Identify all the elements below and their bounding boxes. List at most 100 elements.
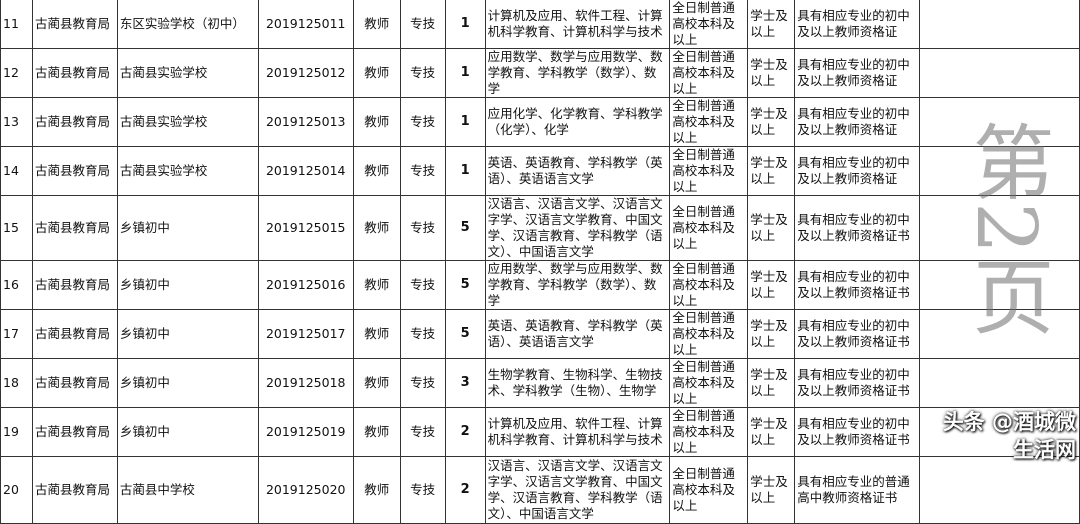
- cell-bureau: 古蔺县教育局: [31, 97, 118, 147]
- cell-post: 教师: [352, 97, 401, 147]
- cell-count: 1: [444, 146, 486, 196]
- cell-type: 专技: [399, 309, 446, 359]
- cell-degree: 学士及以上: [747, 407, 796, 457]
- cell-post: 教师: [352, 309, 401, 359]
- cell-degree: 学士及以上: [747, 0, 796, 49]
- cell-code: 2019125017: [257, 309, 354, 359]
- cell-cert: 具有相应专业的初中及以上教师资格证书: [794, 358, 921, 408]
- cell-code: 2019125020: [257, 456, 354, 524]
- cell-post: 教师: [352, 0, 401, 49]
- cell-no: 12: [0, 48, 33, 98]
- cell-type: 专技: [399, 195, 446, 261]
- cell-type: 专技: [399, 456, 446, 524]
- cell-education: 全日制普通高校本科及以上: [669, 309, 749, 359]
- cell-post: 教师: [352, 456, 401, 524]
- cell-empty: [919, 195, 1080, 261]
- cell-bureau: 古蔺县教育局: [31, 407, 118, 457]
- cell-cert: 具有相应专业的初中及以上教师资格证: [794, 48, 921, 98]
- cell-code: 2019125018: [257, 358, 354, 408]
- cell-cert: 具有相应专业的初中及以上教师资格证: [794, 97, 921, 147]
- cell-no: 19: [0, 407, 33, 457]
- cell-count: 2: [444, 456, 486, 524]
- cell-code: 2019125014: [257, 146, 354, 196]
- cell-degree: 学士及以上: [747, 97, 796, 147]
- cell-code: 2019125016: [257, 260, 354, 310]
- cell-degree: 学士及以上: [747, 48, 796, 98]
- cell-degree: 学士及以上: [747, 260, 796, 310]
- cell-degree: 学士及以上: [747, 456, 796, 524]
- table-row: 18 古蔺县教育局 乡镇初中 2019125018 教师 专技 3 生物学教育、生物科学、生物…: [0, 358, 1080, 408]
- cell-cert: 具有相应专业的初中及以上教师资格证: [794, 146, 921, 196]
- cell-bureau: 古蔺县教育局: [31, 358, 118, 408]
- cell-bureau: 古蔺县教育局: [31, 260, 118, 310]
- cell-no: 16: [0, 260, 33, 310]
- cell-major: 计算机及应用、软件工程、计算机科学教育、计算机科学与技术: [484, 0, 671, 49]
- cell-bureau: 古蔺县教育局: [31, 195, 118, 261]
- cell-no: 11: [0, 0, 33, 49]
- cell-school: 古蔺县实验学校: [116, 146, 259, 196]
- cell-education: 全日制普通高校本科及以上: [669, 407, 749, 457]
- cell-empty: [919, 456, 1080, 524]
- cell-type: 专技: [399, 0, 446, 49]
- cell-education: 全日制普通高校本科及以上: [669, 146, 749, 196]
- cell-type: 专技: [399, 358, 446, 408]
- cell-no: 18: [0, 358, 33, 408]
- cell-no: 20: [0, 456, 33, 524]
- cell-bureau: 古蔺县教育局: [31, 48, 118, 98]
- cell-no: 15: [0, 195, 33, 261]
- cell-no: 14: [0, 146, 33, 196]
- cell-empty: [919, 260, 1080, 310]
- cell-school: 古蔺县实验学校: [116, 48, 259, 98]
- cell-education: 全日制普通高校本科及以上: [669, 0, 749, 49]
- cell-cert: 具有相应专业的初中及以上教师资格证: [794, 0, 921, 49]
- cell-count: 1: [444, 97, 486, 147]
- cell-count: 2: [444, 407, 486, 457]
- table-row: 19 古蔺县教育局 乡镇初中 2019125019 教师 专技 2 计算机及应用、软件工程、计…: [0, 407, 1080, 457]
- cell-degree: 学士及以上: [747, 146, 796, 196]
- cell-type: 专技: [399, 146, 446, 196]
- cell-school: 古蔺县中学校: [116, 456, 259, 524]
- cell-code: 2019125011: [257, 0, 354, 49]
- cell-no: 17: [0, 309, 33, 359]
- cell-school: 东区实验学校（初中）: [116, 0, 259, 49]
- cell-type: 专技: [399, 260, 446, 310]
- cell-post: 教师: [352, 260, 401, 310]
- cell-count: 5: [444, 195, 486, 261]
- cell-school: 乡镇初中: [116, 309, 259, 359]
- table-row: 14 古蔺县教育局 古蔺县实验学校 2019125014 教师 专技 1 英语、英语教育、学科…: [0, 146, 1080, 196]
- cell-empty: [919, 97, 1080, 147]
- cell-empty: [919, 146, 1080, 196]
- cell-code: 2019125012: [257, 48, 354, 98]
- cell-post: 教师: [352, 195, 401, 261]
- cell-cert: 具有相应专业的初中及以上教师资格证书: [794, 195, 921, 261]
- cell-major: 汉语言、汉语言文学、汉语言文字学、汉语言文学教育、中国文学、汉语言教育、学科教学…: [484, 456, 671, 524]
- cell-degree: 学士及以上: [747, 358, 796, 408]
- cell-education: 全日制普通高校本科及以上: [669, 48, 749, 98]
- cell-type: 专技: [399, 48, 446, 98]
- cell-major: 应用数学、数学与应用数学、数学教育、学科教学（数学）、数学: [484, 260, 671, 310]
- cell-empty: [919, 407, 1080, 457]
- cell-count: 1: [444, 0, 486, 49]
- cell-major: 生物学教育、生物科学、生物技术、学科教学（生物）、生物学: [484, 358, 671, 408]
- cell-education: 全日制普通高校本科及以上: [669, 456, 749, 524]
- cell-empty: [919, 309, 1080, 359]
- cell-type: 专技: [399, 97, 446, 147]
- cell-education: 全日制普通高校本科及以上: [669, 195, 749, 261]
- cell-education: 全日制普通高校本科及以上: [669, 260, 749, 310]
- cell-school: 乡镇初中: [116, 195, 259, 261]
- cell-empty: [919, 0, 1080, 49]
- cell-degree: 学士及以上: [747, 309, 796, 359]
- cell-cert: 具有相应专业的初中及以上教师资格证书: [794, 260, 921, 310]
- cell-school: 乡镇初中: [116, 260, 259, 310]
- cell-major: 应用数学、数学与应用数学、数学教育、学科教学（数学）、数学: [484, 48, 671, 98]
- cell-major: 英语、英语教育、学科教学（英语）、英语语言文学: [484, 309, 671, 359]
- table-row: 17 古蔺县教育局 乡镇初中 2019125017 教师 专技 5 英语、英语教育、学科教学（…: [0, 309, 1080, 359]
- cell-education: 全日制普通高校本科及以上: [669, 97, 749, 147]
- cell-post: 教师: [352, 407, 401, 457]
- cell-cert: 具有相应专业的初中及以上教师资格证书: [794, 309, 921, 359]
- table-row: 11 古蔺县教育局 东区实验学校（初中） 2019125011 教师 专技 1 计算机及应用、…: [0, 0, 1080, 49]
- table-row: 20 古蔺县教育局 古蔺县中学校 2019125020 教师 专技 2 汉语言、汉语言文学、汉…: [0, 456, 1080, 524]
- cell-bureau: 古蔺县教育局: [31, 146, 118, 196]
- cell-post: 教师: [352, 358, 401, 408]
